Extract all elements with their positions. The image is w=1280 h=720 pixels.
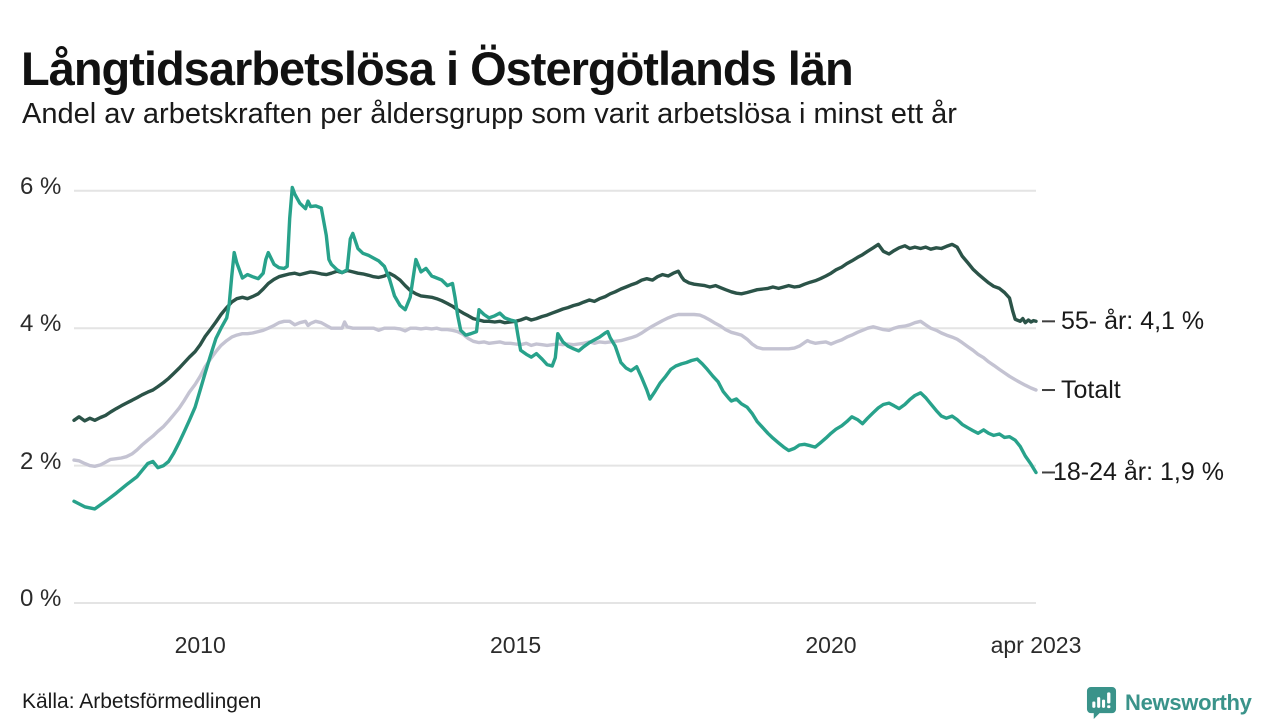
y-axis-label: 6 %	[20, 172, 62, 200]
series-end-label-totalt: Totalt	[1061, 376, 1121, 405]
x-axis-label: apr 2023	[990, 632, 1082, 658]
series-line-55-r	[72, 242, 1038, 423]
bar-chart-speech-bubble-icon	[1086, 687, 1117, 719]
series-line-totalt	[72, 312, 1038, 468]
series-end-label-18-24-r: 18-24 år: 1,9 %	[1053, 458, 1224, 487]
x-axis-label: 2020	[805, 632, 857, 658]
newsworthy-wordmark: Newsworthy	[1125, 689, 1252, 715]
x-axis-label: 2010	[174, 632, 226, 658]
page-subtitle: Andel av arbetskraften per åldersgrupp s…	[22, 98, 957, 130]
y-axis-label: 4 %	[20, 310, 62, 338]
newsworthy-branding: Newsworthy	[1086, 686, 1252, 719]
series-line-18-24-r	[72, 185, 1038, 511]
y-axis-label: 0 %	[20, 585, 62, 612]
series-end-label-55-r: 55- år: 4,1 %	[1061, 307, 1205, 336]
page-title: Långtidsarbetslösa i Östergötlands län	[21, 42, 854, 96]
source-note: Källa: Arbetsförmedlingen	[22, 690, 262, 713]
y-axis-label: 2 %	[20, 447, 62, 475]
x-axis-label: 2015	[489, 632, 542, 658]
